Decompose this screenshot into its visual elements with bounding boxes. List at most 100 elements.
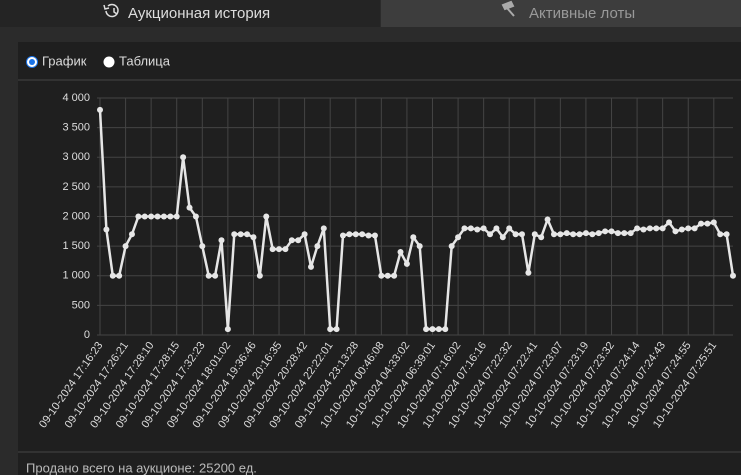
point [435,326,442,333]
point [339,232,346,239]
point [154,213,161,220]
radio-dot [29,59,35,65]
y-tick-label: 3 000 [62,151,90,163]
point [135,213,142,220]
point [205,272,212,279]
gavel-icon [501,0,515,17]
point [659,225,666,232]
point [97,106,103,113]
point [224,326,231,333]
y-tick-label: 0 [84,329,90,341]
point [640,226,647,233]
point [288,237,295,244]
point [544,216,551,223]
point [448,243,455,250]
radio-label[interactable]: График [42,53,87,68]
point [576,231,583,238]
y-tick-label: 500 [72,299,90,311]
point [308,263,314,270]
point [167,213,174,220]
point [519,231,525,238]
y-tick-label: 1 500 [62,240,90,252]
point [557,231,564,238]
point [109,272,116,279]
point [276,246,283,253]
point [320,225,327,232]
point [685,225,692,232]
point [122,243,129,250]
point [410,234,417,241]
point [173,213,180,220]
point [589,231,596,238]
point [730,272,736,279]
y-tick-label: 2 500 [62,181,90,193]
point [678,226,685,233]
tab-label[interactable]: Аукционная история [128,5,270,22]
point [384,272,391,279]
point [333,326,340,333]
y-tick-label: 4 000 [62,92,90,104]
point [538,234,545,241]
point [621,230,628,237]
tab-inactive[interactable] [381,0,741,27]
point [423,326,430,333]
point [256,272,263,279]
point [506,225,513,232]
point [141,213,148,220]
point [397,249,404,256]
point [493,225,500,232]
point [282,246,289,253]
point [416,243,423,250]
point [704,220,711,227]
point [608,228,615,235]
point [148,213,155,220]
y-tick-label: 2 000 [62,210,90,222]
point [480,225,487,232]
point [327,326,334,333]
tab-label[interactable]: Активные лоты [529,5,635,22]
point [128,231,135,238]
point [359,231,366,238]
point [710,219,717,226]
point [180,154,187,161]
point [116,272,123,279]
point [512,231,519,238]
point [429,326,436,333]
point [717,231,724,238]
point [250,234,257,241]
point [582,230,589,237]
point [218,237,225,244]
point [455,234,462,241]
history-icon [103,3,119,18]
point [570,231,577,238]
point [461,225,468,232]
point [365,232,372,239]
series-line [98,109,735,331]
point [499,234,506,241]
radio[interactable] [103,56,115,68]
tab-active[interactable] [0,0,380,27]
point [231,231,238,238]
point [199,243,206,250]
point [602,228,609,235]
point [103,226,110,233]
y-tick-label: 3 500 [62,122,90,134]
point [525,269,532,276]
point [237,231,244,238]
radio-label[interactable]: Таблица [119,53,171,68]
point [192,213,199,220]
footer-text: Продано всего на аукционе: 25200 ед. [26,460,257,475]
point [563,230,570,237]
point [403,260,410,267]
point [301,231,308,238]
point [614,230,621,237]
point [391,272,398,279]
point [467,225,474,232]
point [627,230,634,237]
point [672,228,679,235]
point [646,225,653,232]
point [295,237,302,244]
point [531,231,538,238]
point [691,225,698,232]
